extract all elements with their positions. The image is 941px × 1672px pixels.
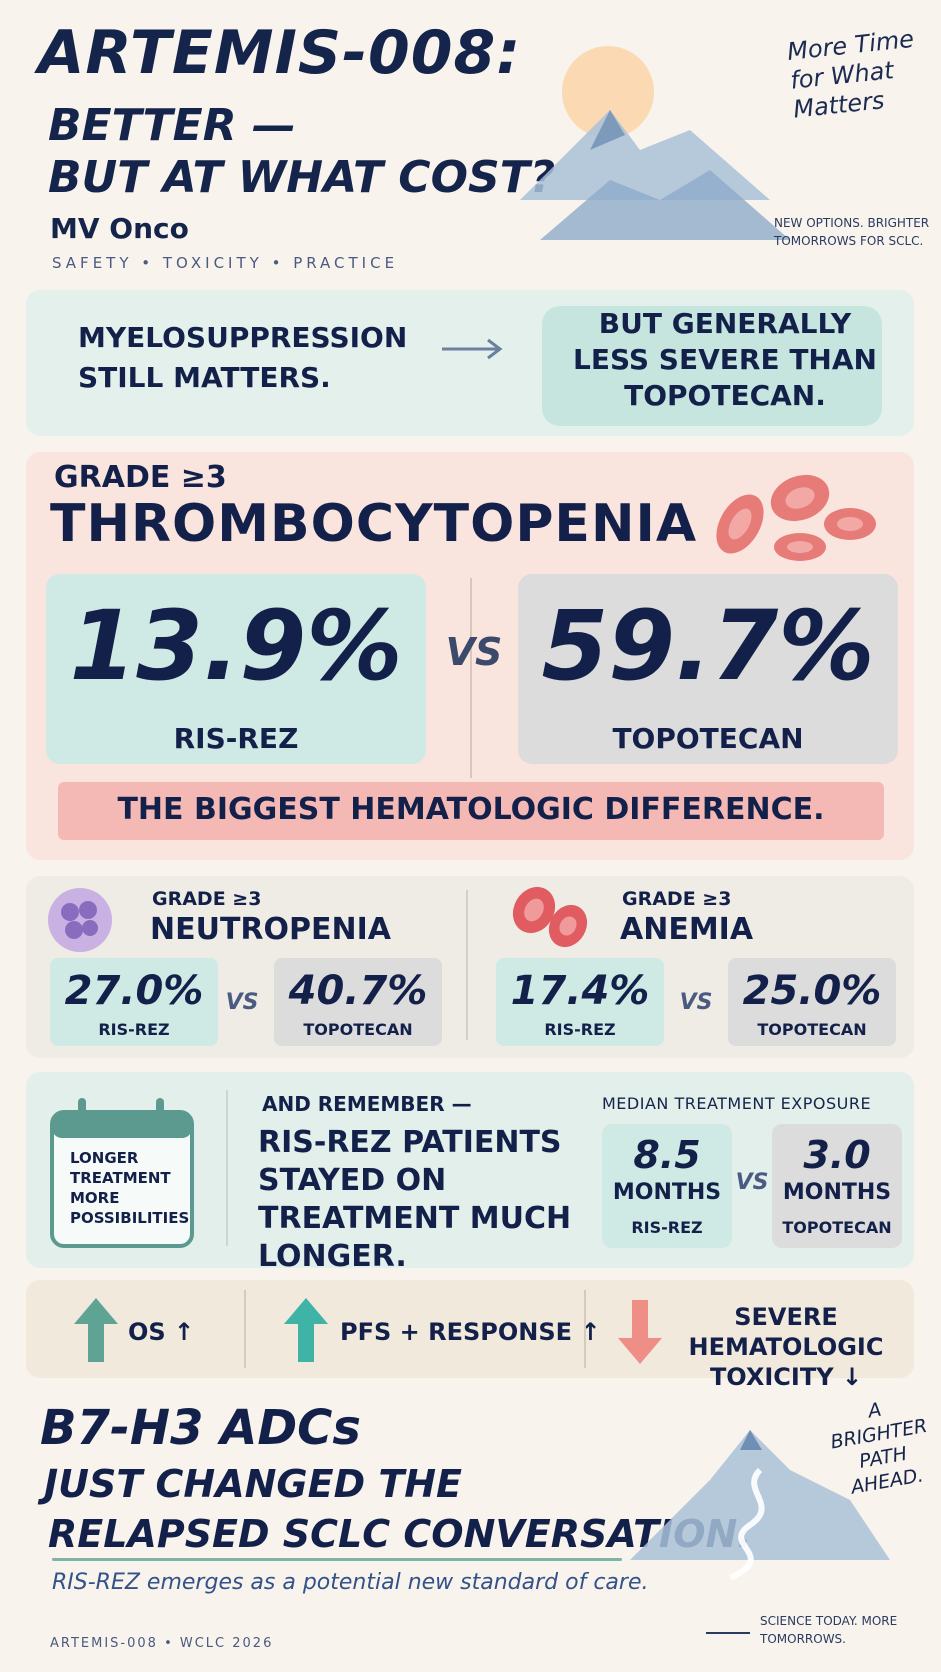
anemia-topotecan-box (728, 958, 896, 1046)
title-line-3: BUT AT WHAT COST? (48, 152, 556, 203)
difference-strip (58, 782, 884, 840)
divider (706, 1632, 750, 1634)
down-arrow-icon (618, 1300, 662, 1364)
footer-subtitle: RIS-REZ emerges as a potential new stand… (52, 1570, 649, 1595)
neutropenia-topotecan-value: 40.7% (288, 968, 428, 1014)
red-blood-cells-icon (512, 886, 588, 948)
anemia-vs: VS (679, 990, 713, 1015)
thrombocytopenia-title: THROMBOCYTOPENIA (50, 494, 698, 554)
mountain-path-illustration (630, 1430, 890, 1580)
calendar-text: LONGER TREATMENT MORE POSSIBILITIES (70, 1149, 190, 1227)
thrombocytopenia-topotecan-box (518, 574, 898, 764)
exposure-topotecan-unit: MONTHS (782, 1180, 892, 1205)
thrombocytopenia-ris-rez-value: 13.9% (69, 590, 403, 702)
anemia-subtitle: GRADE ≥3 (622, 888, 732, 910)
neutropenia-subtitle: GRADE ≥3 (152, 888, 262, 910)
banner-left-text: MYELOSUPPRESSION STILL MATTERS. (78, 321, 408, 394)
neutropenia-title: NEUTROPENIA (150, 912, 391, 947)
thrombocytopenia-topotecan-label: TOPOTECAN (612, 722, 804, 755)
white-blood-cell-icon (48, 888, 112, 952)
thrombocytopenia-vs: VS (445, 630, 503, 674)
exposure-vs: VS (735, 1170, 769, 1195)
thrombocytopenia-subtitle: GRADE ≥3 (54, 460, 227, 495)
banner-right-text: BUT GENERALLY LESS SEVERE THAN TOPOTECAN… (573, 307, 877, 412)
divider (584, 1290, 586, 1368)
exposure-remember: AND REMEMBER — (262, 1092, 472, 1116)
divider (226, 1090, 228, 1246)
anemia-ris-rez-box (496, 958, 664, 1046)
neutropenia-ris-rez-box (50, 958, 218, 1046)
neutropenia-vs: VS (225, 990, 259, 1015)
footer-line-2: JUST CHANGED THE (44, 1462, 463, 1506)
footer-line-3: RELAPSED SCLC CONVERSATION. (48, 1512, 752, 1556)
exposure-statement: RIS-REZ PATIENTS STAYED ON TREATMENT MUC… (258, 1125, 572, 1274)
footer-quote: A BRIGHTER PATH AHEAD. (828, 1398, 929, 1499)
divider (470, 578, 472, 778)
difference-strip-text: THE BIGGEST HEMATOLOGIC DIFFERENCE. (117, 792, 825, 827)
title-line-1: ARTEMIS-008: (38, 18, 522, 88)
divider (244, 1290, 246, 1368)
exposure-title: MEDIAN TREATMENT EXPOSURE (602, 1094, 872, 1113)
exposure-ris-rez-value: 8.5 (633, 1133, 701, 1177)
neutropenia-ris-rez-value: 27.0% (64, 968, 204, 1014)
anemia-ris-rez-label: RIS-REZ (544, 1020, 616, 1039)
anemia-topotecan-value: 25.0% (742, 968, 882, 1014)
anemia-title: ANEMIA (620, 912, 754, 947)
thrombocytopenia-topotecan-value: 59.7% (541, 590, 875, 702)
up-arrow-icon (74, 1298, 118, 1362)
thrombocytopenia-ris-rez-box (46, 574, 426, 764)
banner-highlight (542, 306, 882, 426)
exposure-ris-rez-unit: MONTHS (612, 1180, 722, 1205)
divider (466, 890, 468, 1040)
toxicity-label: SEVERE HEMATOLOGIC TOXICITY ↓ (688, 1303, 884, 1391)
exposure-ris-rez-label: RIS-REZ (631, 1218, 703, 1237)
header-note: NEW OPTIONS. BRIGHTER TOMORROWS FOR SCLC… (774, 216, 930, 248)
calendar-icon (50, 1098, 194, 1248)
mountain-sun-illustration (520, 46, 790, 240)
anemia-topotecan-label: TOPOTECAN (757, 1020, 867, 1039)
neutropenia-topotecan-label: TOPOTECAN (303, 1020, 413, 1039)
neutropenia-ris-rez-label: RIS-REZ (98, 1020, 170, 1039)
os-label: OS ↑ (128, 1318, 195, 1346)
footer-tag: ARTEMIS-008 • WCLC 2026 (50, 1636, 274, 1651)
thrombocytopenia-ris-rez-label: RIS-REZ (173, 722, 299, 755)
outcomes-row (26, 1280, 914, 1378)
title-line-2: BETTER — (48, 100, 296, 151)
underline (52, 1558, 622, 1561)
exposure-ris-rez-box (602, 1124, 732, 1248)
anemia-ris-rez-value: 17.4% (510, 968, 650, 1014)
up-arrow-icon (284, 1298, 328, 1362)
red-blood-cells-icon (716, 474, 876, 561)
arrow-right-icon (442, 338, 503, 360)
exposure-topotecan-value: 3.0 (803, 1133, 871, 1177)
tagline: SAFETY • TOXICITY • PRACTICE (52, 254, 399, 272)
footer-line-1: B7-H3 ADCs (40, 1400, 361, 1456)
pfs-label: PFS + RESPONSE ↑ (340, 1318, 601, 1346)
exposure-topotecan-box (772, 1124, 902, 1248)
neutropenia-topotecan-box (274, 958, 442, 1046)
exposure-topotecan-label: TOPOTECAN (782, 1218, 892, 1237)
header-quote: More Time for What Matters (785, 24, 916, 124)
author: MV Onco (50, 212, 189, 245)
footer-note: SCIENCE TODAY. MORE TOMORROWS. (760, 1614, 898, 1646)
